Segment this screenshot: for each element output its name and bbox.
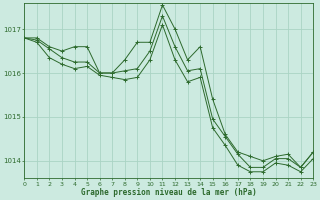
X-axis label: Graphe pression niveau de la mer (hPa): Graphe pression niveau de la mer (hPa) xyxy=(81,188,257,197)
